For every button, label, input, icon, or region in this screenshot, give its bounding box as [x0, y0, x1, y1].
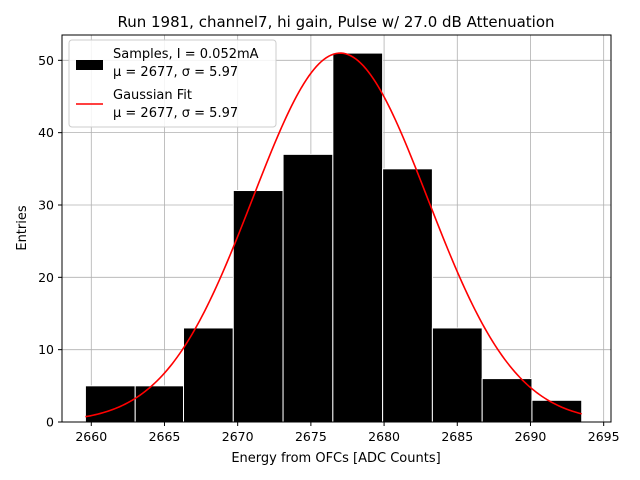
histogram-bars [84, 52, 583, 423]
x-tick-label: 2665 [149, 429, 181, 444]
y-tick-label: 30 [38, 197, 54, 212]
legend-fit-stats: μ = 2677, σ = 5.97 [113, 106, 238, 121]
histogram-bar [232, 190, 284, 423]
legend-fit-label: Gaussian Fit [113, 88, 192, 103]
histogram-bar [282, 153, 334, 423]
x-tick-label: 2670 [222, 429, 254, 444]
axes [61, 34, 612, 423]
histogram-bar [332, 52, 384, 423]
x-tick-label: 2685 [441, 429, 473, 444]
tick-labels: 2660 2665 2670 2675 2680 2685 2690 2695 0 10 20 30 4… [38, 53, 619, 444]
gaussian-fit-layer [85, 52, 582, 418]
y-tick-label: 10 [38, 342, 54, 357]
histogram-bar [84, 385, 136, 423]
y-tick-label: 40 [38, 125, 54, 140]
legend-histogram-label: Samples, I = 0.052mA [113, 47, 259, 62]
x-tick-label: 2695 [588, 429, 620, 444]
x-tick-label: 2690 [515, 429, 547, 444]
histogram-bar [481, 378, 533, 423]
histogram-bar [382, 168, 433, 423]
histogram-bar [431, 327, 483, 423]
legend: Samples, I = 0.052mA μ = 2677, σ = 5.97 … [68, 39, 277, 128]
y-tick-label: 50 [38, 53, 54, 68]
x-tick-label: 2660 [75, 429, 107, 444]
chart-title: Run 1981, channel7, hi gain, Pulse w/ 27… [117, 13, 554, 31]
x-tick-label: 2680 [368, 429, 400, 444]
y-axis-label: Entries [15, 205, 30, 251]
legend-frame [68, 39, 277, 128]
legend-histogram-stats: μ = 2677, σ = 5.97 [113, 65, 238, 80]
y-tick-label: 20 [38, 270, 54, 285]
histogram-bar [183, 327, 234, 423]
x-tick-label: 2675 [295, 429, 327, 444]
legend-histogram-swatch [76, 60, 103, 70]
histogram-bar [134, 385, 185, 423]
y-tick-label: 0 [46, 415, 54, 430]
plot-frame [61, 34, 612, 423]
x-axis-label: Energy from OFCs [ADC Counts] [231, 451, 440, 466]
gaussian-fit-curve [85, 52, 582, 418]
